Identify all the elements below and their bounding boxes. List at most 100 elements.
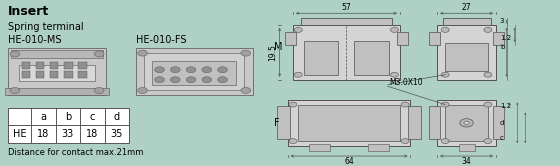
Circle shape [138, 50, 147, 56]
Bar [429, 32, 440, 45]
Bar [493, 106, 504, 139]
Circle shape [94, 87, 104, 93]
Bar [298, 105, 400, 141]
Text: 1.2: 1.2 [500, 103, 511, 109]
Text: HE: HE [13, 129, 26, 139]
Text: Insert: Insert [8, 5, 49, 18]
Text: a: a [40, 112, 46, 122]
Bar [445, 105, 488, 141]
Circle shape [202, 67, 212, 73]
Text: c: c [90, 112, 95, 122]
Text: M3.0X10: M3.0X10 [389, 78, 423, 87]
Bar [309, 144, 330, 151]
Bar [8, 108, 129, 143]
Bar [437, 100, 496, 146]
Circle shape [484, 139, 492, 144]
Circle shape [401, 102, 409, 107]
Text: 34: 34 [461, 157, 472, 166]
Text: F: F [274, 118, 280, 128]
Circle shape [390, 72, 399, 77]
Bar [437, 25, 496, 80]
Circle shape [441, 27, 449, 32]
Circle shape [484, 27, 492, 32]
Text: b: b [500, 44, 505, 50]
Circle shape [289, 139, 297, 144]
Circle shape [484, 102, 492, 107]
Bar [11, 50, 103, 58]
Text: 57: 57 [342, 3, 351, 12]
Bar [277, 106, 290, 139]
Circle shape [202, 77, 212, 83]
Circle shape [186, 77, 196, 83]
Text: 27: 27 [462, 3, 472, 12]
Bar [442, 18, 491, 25]
Bar [50, 71, 58, 78]
Circle shape [289, 102, 297, 107]
Text: HE-010-FS: HE-010-FS [136, 35, 186, 45]
Bar [459, 144, 474, 151]
Circle shape [94, 51, 104, 57]
Circle shape [155, 67, 165, 73]
Circle shape [170, 67, 180, 73]
Circle shape [460, 119, 473, 127]
Text: c: c [500, 135, 504, 141]
Bar [288, 100, 410, 146]
Text: 18: 18 [86, 129, 99, 139]
Text: d: d [500, 120, 505, 126]
Bar [50, 62, 58, 69]
Circle shape [295, 72, 302, 77]
Circle shape [390, 27, 399, 32]
Bar [285, 32, 296, 45]
Bar [19, 65, 95, 81]
Circle shape [241, 50, 251, 56]
Text: d: d [114, 112, 120, 122]
Circle shape [401, 139, 409, 144]
Bar [8, 48, 106, 95]
Bar [64, 62, 73, 69]
Text: HE-010-MS: HE-010-MS [8, 35, 62, 45]
Bar [136, 48, 253, 95]
Bar [64, 71, 73, 78]
Bar [354, 42, 389, 75]
Circle shape [464, 121, 469, 124]
Circle shape [10, 87, 20, 93]
Circle shape [218, 77, 227, 83]
Circle shape [295, 27, 302, 32]
Circle shape [241, 87, 251, 93]
Circle shape [484, 72, 492, 77]
Bar [301, 18, 392, 25]
Circle shape [186, 67, 196, 73]
Bar [22, 71, 30, 78]
Bar [152, 61, 236, 85]
Circle shape [10, 51, 20, 57]
Text: b: b [65, 112, 71, 122]
Bar [36, 71, 44, 78]
Circle shape [155, 77, 165, 83]
Bar [78, 62, 87, 69]
Text: 3: 3 [500, 18, 505, 24]
Bar [429, 106, 440, 139]
Bar [293, 25, 400, 80]
Circle shape [218, 67, 227, 73]
Text: 33: 33 [62, 129, 74, 139]
Bar [304, 42, 338, 75]
Bar [22, 62, 30, 69]
Bar [6, 88, 109, 95]
Circle shape [138, 87, 147, 93]
Bar [78, 71, 87, 78]
Circle shape [441, 102, 449, 107]
Circle shape [441, 139, 449, 144]
Text: 64: 64 [344, 157, 354, 166]
Bar [493, 32, 504, 45]
Bar [445, 43, 488, 71]
Circle shape [170, 77, 180, 83]
Bar [36, 62, 44, 69]
Text: 19.5: 19.5 [268, 44, 277, 61]
Text: 1.2: 1.2 [500, 35, 511, 41]
Text: 35: 35 [111, 129, 123, 139]
Text: Distance for contact max.21mm: Distance for contact max.21mm [8, 148, 143, 157]
Bar [144, 53, 244, 90]
Bar [368, 144, 389, 151]
Bar [397, 32, 408, 45]
Text: Spring terminal: Spring terminal [8, 22, 84, 32]
